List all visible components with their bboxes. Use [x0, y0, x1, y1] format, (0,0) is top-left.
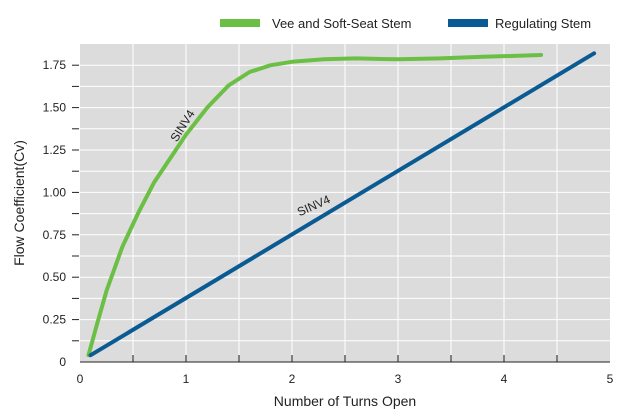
x-tick-label: 2 — [289, 372, 296, 386]
y-tick-label: 1.25 — [43, 143, 67, 157]
x-tick-label: 1 — [183, 372, 190, 386]
x-axis-ticks: 0 1 2 3 4 5 — [77, 355, 614, 386]
y-tick-label: 0 — [59, 355, 66, 369]
x-tick-label: 5 — [607, 372, 614, 386]
series-lines — [86, 51, 597, 358]
legend-label-regulating-stem: Regulating Stem — [495, 16, 591, 31]
gridlines — [80, 44, 610, 362]
x-axis-title: Number of Turns Open — [274, 393, 416, 409]
y-tick-label: 0.25 — [43, 313, 67, 327]
y-tick-label: 1.75 — [43, 58, 67, 72]
y-tick-label: 0.50 — [43, 270, 67, 284]
x-tick-label: 3 — [395, 372, 402, 386]
series-line-vee-stem — [86, 53, 544, 358]
legend: Vee and Soft-Seat Stem Regulating Stem — [220, 16, 591, 31]
x-tick-label: 0 — [77, 372, 84, 386]
legend-swatch-regulating-stem — [448, 19, 488, 27]
y-tick-label: 1.50 — [43, 101, 67, 115]
series-line-regulating-stem — [88, 51, 597, 358]
y-tick-label: 0.75 — [43, 228, 67, 242]
y-axis-ticks: 0 0.25 0.50 0.75 1.00 1.25 1.50 1.75 — [43, 58, 79, 369]
x-tick-label: 4 — [501, 372, 508, 386]
legend-label-vee-stem: Vee and Soft-Seat Stem — [272, 16, 411, 31]
legend-swatch-vee-stem — [220, 19, 260, 27]
y-tick-label: 1.00 — [43, 185, 67, 199]
y-axis-title: Flow Coefficient(Cv) — [11, 140, 27, 266]
